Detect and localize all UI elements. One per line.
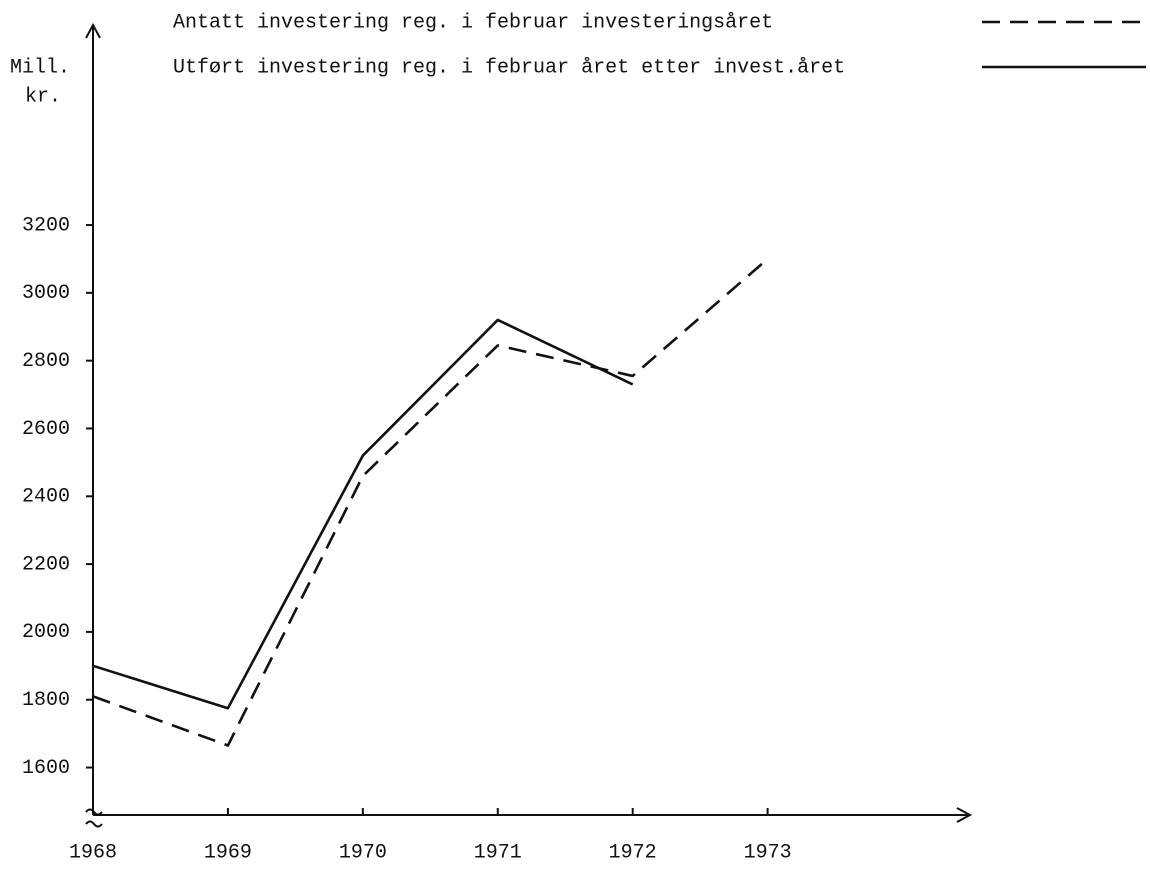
y-axis-label: Mill. [10,56,70,79]
legend-label: Antatt investering reg. i februar invest… [173,11,773,34]
y-tick-label: 2800 [22,350,70,373]
y-tick-label: 1600 [22,757,70,780]
y-tick-label: 2200 [22,553,70,576]
series-line [92,257,769,747]
legend-label: Utført investering reg. i februar året e… [173,56,845,79]
y-tick-label: 2000 [22,621,70,644]
y-axis [85,22,101,815]
y-tick-label: 3200 [22,214,70,237]
y-axis-label: kr. [25,85,61,108]
x-tick-label: 1971 [474,841,522,864]
x-tick-label: 1972 [609,841,657,864]
series-line [92,318,634,710]
y-tick-label: 2600 [22,418,70,441]
x-tick-label: 1973 [744,841,792,864]
y-tick-label: 2400 [22,486,70,509]
y-tick-label: 3000 [22,282,70,305]
y-tick-label: 1800 [22,689,70,712]
x-tick-label: 1969 [204,841,252,864]
x-axis [93,807,973,823]
x-tick-label: 1968 [69,841,117,864]
x-tick-label: 1970 [339,841,387,864]
